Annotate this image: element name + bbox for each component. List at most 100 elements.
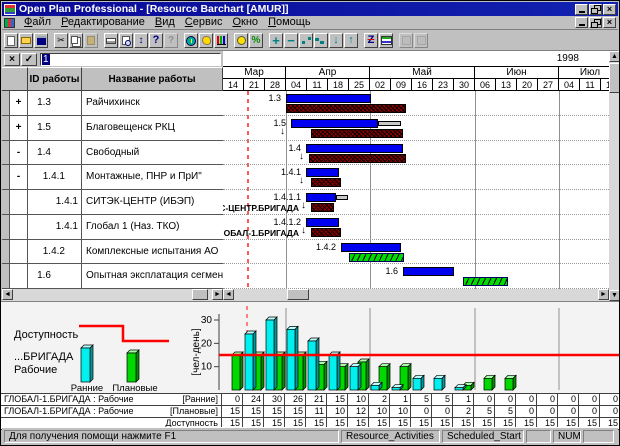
expand-toggle[interactable]: + — [10, 115, 28, 140]
scroll-up-icon[interactable]: ▲ — [609, 51, 619, 62]
child-restore-button[interactable] — [589, 17, 602, 28]
table-row[interactable]: 1.4.1 Глобал 1 (Наз. ТКО) — [2, 214, 223, 240]
histogram-canvas: 10 20 30 [чел-день] Доступность ...БРИГАДАРаб… — [14, 306, 619, 394]
table-row[interactable]: +1.3 Райчихинск — [2, 91, 223, 116]
red-bar[interactable] — [311, 128, 403, 138]
week-9: 09 — [391, 79, 412, 90]
help-button[interactable]: ? — [149, 33, 163, 48]
red-bar[interactable] — [311, 203, 334, 212]
red-bar[interactable] — [286, 104, 406, 113]
time-analysis-button[interactable] — [184, 33, 198, 48]
green-bar[interactable] — [463, 277, 508, 287]
accept-edit-button[interactable]: ✓ — [21, 52, 37, 66]
expand-toggle[interactable]: - — [10, 165, 28, 189]
early-bar — [454, 387, 464, 391]
table-row[interactable]: 1.6 Опытная эксплатация сегмента — [2, 264, 223, 289]
zigzag-button[interactable]: Z — [364, 33, 378, 48]
scroll-left-icon[interactable]: ◄ — [223, 289, 234, 300]
row-selector[interactable] — [2, 115, 10, 140]
table-row[interactable]: 1.4.1 СИТЭК-ЦЕНТР (ИБЭП) — [2, 190, 223, 215]
restore-button[interactable] — [589, 3, 602, 15]
gray-bar[interactable] — [378, 120, 401, 126]
green-bar[interactable] — [349, 252, 404, 262]
minimize-button[interactable] — [575, 3, 588, 15]
y-axis-label: [чел-день] — [191, 328, 202, 376]
cancel-edit-button[interactable]: × — [4, 52, 20, 66]
row-selector[interactable] — [2, 214, 10, 239]
blue-bar[interactable] — [286, 94, 371, 103]
blue-bar[interactable] — [306, 193, 336, 202]
menu-item-4[interactable]: Сервис — [184, 16, 223, 28]
expand-toggle[interactable]: - — [10, 140, 28, 165]
bars-button[interactable] — [314, 33, 328, 48]
table-scroll-thumb[interactable] — [192, 289, 208, 300]
print-button[interactable] — [104, 33, 118, 48]
table-view-button[interactable] — [379, 33, 393, 48]
sort-button[interactable] — [134, 33, 148, 48]
gray-bar[interactable] — [336, 195, 348, 200]
move-up-button[interactable]: ↑ — [344, 33, 358, 48]
remove-button[interactable]: − — [284, 33, 298, 48]
row-selector[interactable] — [2, 264, 10, 288]
red-bar[interactable] — [309, 153, 406, 163]
copy-button[interactable] — [69, 33, 83, 48]
gantt-bar-label: 1.4.1.2 — [273, 216, 301, 227]
table-row[interactable]: 1.4.2 Комплексные испытания АО — [2, 239, 223, 265]
red-bar[interactable] — [311, 178, 341, 188]
percent-button[interactable]: % — [249, 33, 263, 48]
table-row[interactable]: -1.4 Свободный — [2, 140, 223, 166]
edit-input[interactable]: 1 — [40, 52, 221, 66]
scroll-down-icon[interactable]: ▼ — [609, 290, 619, 301]
table-row[interactable]: +1.5 Благовещенск РКЦ — [2, 115, 223, 141]
month-gridline — [475, 91, 476, 289]
cost-button[interactable] — [234, 33, 248, 48]
row-selector[interactable] — [2, 239, 10, 264]
open-button[interactable] — [19, 33, 33, 48]
add-button[interactable]: + — [269, 33, 283, 48]
row-selector[interactable] — [2, 140, 10, 165]
blue-bar[interactable] — [403, 267, 454, 277]
scroll-left-icon[interactable]: ◄ — [2, 289, 13, 300]
gantt-scroll-thumb[interactable] — [287, 289, 309, 300]
close-button[interactable]: × — [603, 3, 616, 15]
histogram-button[interactable] — [214, 33, 228, 48]
blue-bar[interactable] — [306, 143, 403, 153]
cut-button[interactable] — [54, 33, 68, 48]
row-selector[interactable] — [2, 165, 10, 189]
gantt-vscroll-thumb[interactable] — [609, 63, 619, 93]
menu-item-3[interactable]: Вид — [154, 16, 175, 28]
week-18: 11 — [580, 79, 601, 90]
resource-button[interactable] — [199, 33, 213, 48]
link-button[interactable] — [299, 33, 313, 48]
move-down-button[interactable]: ↓ — [329, 33, 343, 48]
menu-item-5[interactable]: Окно — [232, 16, 259, 28]
red-bar[interactable] — [311, 227, 341, 237]
blue-bar[interactable] — [291, 118, 378, 128]
save-button[interactable] — [34, 33, 48, 48]
expand-toggle[interactable]: + — [10, 91, 28, 115]
child-close-button[interactable]: × — [603, 17, 616, 28]
table-row[interactable]: -1.4.1 Монтажные, ПНР и ПрИ" — [2, 165, 223, 190]
scroll-right-icon[interactable]: ► — [598, 289, 609, 300]
value-cell: 5 — [474, 406, 495, 417]
legend-planned-bar — [135, 349, 140, 383]
blue-bar[interactable] — [306, 168, 339, 178]
child-minimize-button[interactable] — [575, 17, 588, 28]
gantt-vertical-scrollbar[interactable]: ▲ ▼ — [609, 51, 619, 301]
table-horizontal-scrollbar[interactable]: ◄ ► — [2, 289, 223, 301]
scroll-right-icon[interactable]: ► — [212, 289, 223, 300]
paste-button — [84, 33, 98, 48]
row-selector[interactable] — [2, 91, 10, 115]
print-preview-button[interactable] — [119, 33, 133, 48]
document-icon[interactable] — [4, 17, 15, 28]
row-selector[interactable] — [2, 190, 10, 214]
blue-bar[interactable] — [341, 242, 401, 252]
menu-item-1[interactable]: Файл — [24, 16, 52, 28]
menu-item-6[interactable]: Помощь — [268, 16, 311, 28]
new-button[interactable] — [4, 33, 18, 48]
value-cell: 15 — [369, 418, 390, 429]
gantt-horizontal-scrollbar[interactable]: ◄ ► — [223, 289, 609, 301]
blue-bar[interactable] — [306, 217, 339, 227]
clock-icon — [186, 35, 196, 46]
menu-item-2[interactable]: Редактирование — [61, 16, 145, 28]
